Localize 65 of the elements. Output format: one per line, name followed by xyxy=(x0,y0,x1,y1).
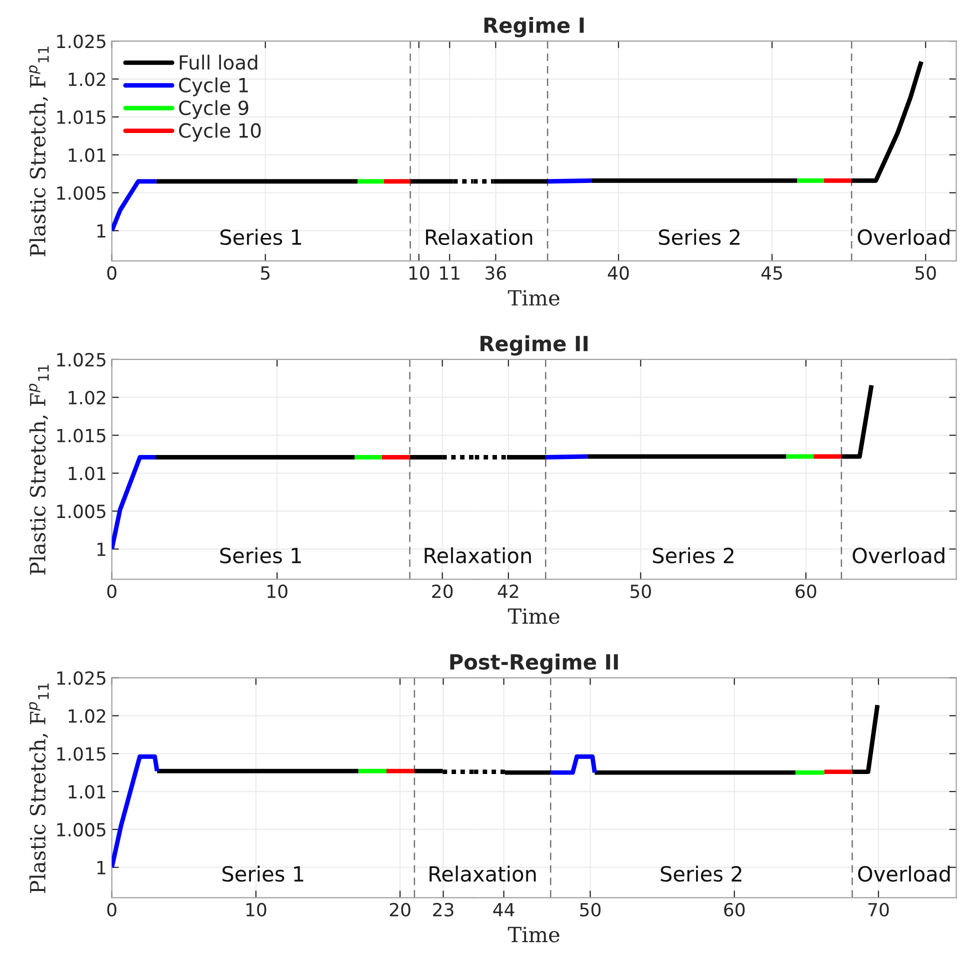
x-tick-label: 0 xyxy=(107,902,116,917)
y-tick-label: 1 xyxy=(97,861,106,874)
y-tick-label: 1.025 xyxy=(57,671,106,685)
y-tick-label: 1.005 xyxy=(57,822,106,837)
x-tick-label: 0 xyxy=(107,584,116,598)
x-tick-label: 50 xyxy=(630,584,651,598)
x-tick-label: 44 xyxy=(493,903,514,916)
annotation: Overload xyxy=(858,866,950,882)
annotation: Series 1 xyxy=(220,228,302,246)
y-tick-label: 1.02 xyxy=(68,72,106,86)
x-tick-label: 10 xyxy=(409,266,430,280)
y-tick-label: 1.005 xyxy=(57,186,106,200)
x-tick-label: 11 xyxy=(440,266,460,280)
y-tick-label: 1.01 xyxy=(68,784,106,799)
legend-label: Cycle 1 xyxy=(179,77,248,96)
x-tick-label: 23 xyxy=(433,902,454,917)
x-tick-label: 60 xyxy=(724,902,745,917)
y-tick-label: 1.005 xyxy=(57,504,106,518)
y-axis-title: Plastic Stretch, F$^{p}$$_{11}$ xyxy=(29,365,49,575)
annotation: Series 2 xyxy=(658,228,740,246)
x-tick-label: 36 xyxy=(486,266,506,280)
x-tick-label: 60 xyxy=(796,584,816,598)
annotation: Series 2 xyxy=(652,547,734,564)
x-tick-label: 10 xyxy=(268,584,288,598)
legend-label: Cycle 10 xyxy=(179,122,261,142)
x-tick-label: 50 xyxy=(915,266,936,280)
y-tick-label: 1.02 xyxy=(68,390,106,404)
x-tick-label: 40 xyxy=(608,266,629,280)
x-axis-title: Time xyxy=(508,608,560,624)
x-tick-label: 0 xyxy=(107,266,116,280)
x-tick-label: 5 xyxy=(261,266,270,280)
y-tick-label: 1.015 xyxy=(57,110,106,124)
y-tick-label: 1.01 xyxy=(68,466,106,480)
y-tick-label: 1 xyxy=(97,224,106,238)
y-tick-label: 1.015 xyxy=(57,428,106,442)
x-tick-label: 45 xyxy=(761,266,782,280)
y-axis-title: Plastic Stretch, F$^{p}$$_{11}$ xyxy=(29,683,49,893)
annotation: Series 2 xyxy=(660,866,742,882)
chart-title: Regime I xyxy=(484,16,584,38)
annotation: Series 1 xyxy=(220,547,301,564)
y-tick-label: 1 xyxy=(97,542,106,556)
x-tick-label: 42 xyxy=(498,584,518,598)
y-tick-label: 1.01 xyxy=(68,148,106,162)
annotation: Series 1 xyxy=(222,866,304,882)
y-tick-label: 1.025 xyxy=(57,34,106,48)
chart-title: Regime II xyxy=(480,335,588,356)
annotation: Relaxation xyxy=(426,228,532,246)
legend-label: Cycle 9 xyxy=(179,100,248,119)
annotation: Overload xyxy=(858,228,950,246)
y-axis-title: Plastic Stretch, F$^{p}$$_{11}$ xyxy=(29,46,49,256)
x-tick-label: 70 xyxy=(868,902,889,917)
chart-title: Post-Regime II xyxy=(450,654,618,674)
y-tick-label: 1.025 xyxy=(57,352,106,367)
x-tick-label: 50 xyxy=(580,902,601,917)
x-tick-label: 20 xyxy=(432,584,453,598)
annotation: Relaxation xyxy=(430,866,536,882)
y-tick-label: 1.015 xyxy=(57,747,106,761)
x-tick-label: 10 xyxy=(246,902,266,917)
y-tick-label: 1.02 xyxy=(68,709,106,723)
x-axis-title: Time xyxy=(508,290,560,306)
x-axis-title: Time xyxy=(508,926,560,942)
x-tick-label: 20 xyxy=(390,902,410,917)
annotation: Overload xyxy=(852,547,944,564)
annotation: Relaxation xyxy=(424,547,531,564)
legend-label: Full load xyxy=(180,54,258,70)
